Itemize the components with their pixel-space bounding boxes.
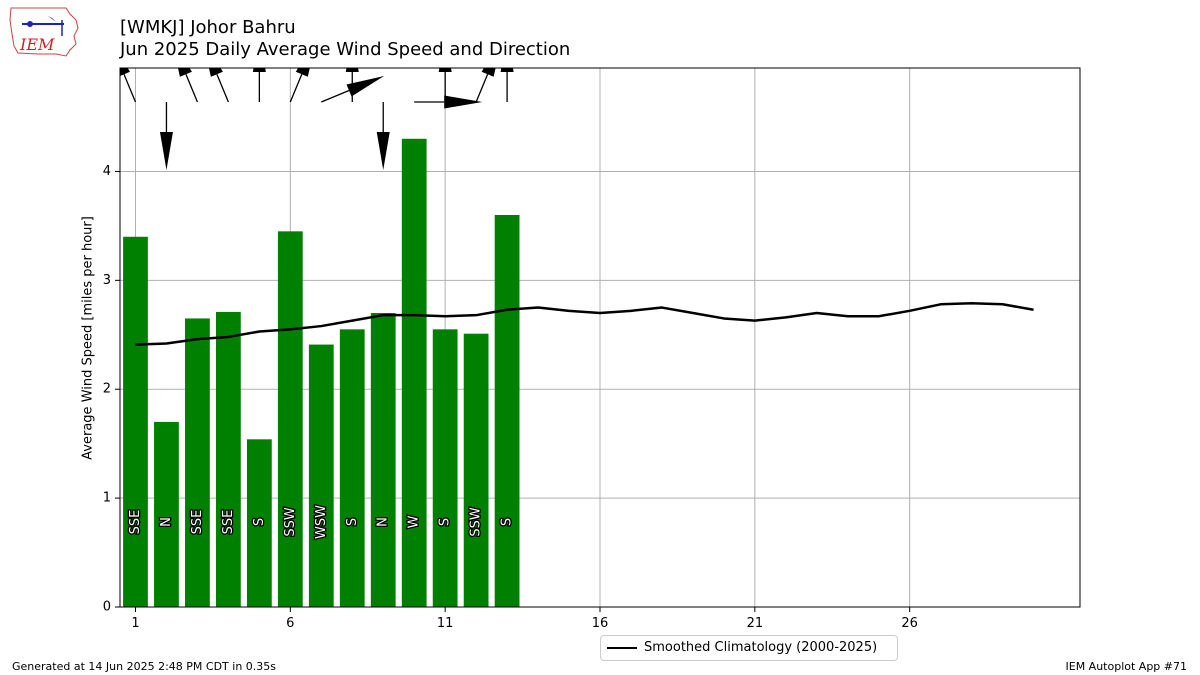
- legend-line-swatch: [607, 647, 637, 649]
- wind-arrow-shaft: [185, 74, 199, 103]
- wind-speed-bar: [277, 231, 303, 608]
- wind-arrow-head: [500, 68, 514, 72]
- wind-arrow: [208, 68, 229, 103]
- wind-arrow-head: [444, 95, 483, 109]
- wind-speed-bar: [185, 318, 210, 607]
- direction-label: SSW: [469, 507, 484, 537]
- x-tick-label: 6: [286, 616, 294, 631]
- wind-arrow-head: [177, 68, 192, 77]
- wind-speed-bar: [494, 215, 520, 607]
- climatology-line: [135, 301, 1034, 346]
- x-tick-label: 1: [131, 616, 139, 631]
- direction-label: S: [438, 518, 453, 526]
- x-tick-label: 26: [901, 616, 918, 631]
- wind-arrow-shaft: [475, 74, 489, 103]
- direction-label: N: [376, 517, 391, 527]
- wind-speed-bar: [463, 333, 489, 607]
- wind-arrow: [120, 68, 137, 103]
- wind-arrow: [345, 68, 359, 102]
- wind-arrow: [438, 68, 452, 102]
- y-tick-label: 2: [103, 382, 111, 397]
- legend: Smoothed Climatology (2000-2025): [600, 635, 898, 661]
- wind-speed-bar: [154, 421, 179, 607]
- climatology-series: [135, 301, 1034, 346]
- direction-label: SSE: [221, 510, 236, 535]
- wind-arrow-head: [481, 68, 496, 77]
- wind-arrow: [177, 68, 199, 103]
- wind-arrows: [120, 68, 514, 170]
- direction-label: S: [345, 518, 360, 526]
- wind-arrow-shaft: [289, 74, 303, 103]
- y-tick-label: 4: [103, 164, 111, 179]
- wind-speed-bar: [308, 344, 334, 607]
- wind-speed-bar: [123, 236, 148, 607]
- footer-generated-text: Generated at 14 Jun 2025 2:48 PM CDT in …: [12, 660, 277, 673]
- direction-label: S: [252, 518, 267, 526]
- wind-arrow-head: [376, 132, 390, 170]
- direction-label: N: [159, 517, 174, 527]
- wind-speed-bar: [370, 313, 396, 607]
- wind-speed-bar: [432, 329, 458, 607]
- wind-speed-bar: [339, 329, 365, 607]
- iem-logo-icon: IEM: [8, 6, 80, 60]
- y-axis-label: Average Wind Speed [miles per hour]: [80, 216, 96, 460]
- x-tick-label: 21: [747, 616, 764, 631]
- wind-arrow: [289, 68, 310, 103]
- wind-arrow: [414, 95, 483, 109]
- wind-arrow-shaft: [123, 74, 137, 103]
- footer-app-id: IEM Autoplot App #71: [1065, 660, 1188, 673]
- direction-label: WSW: [314, 505, 329, 539]
- wind-arrow-shaft: [321, 89, 350, 103]
- wind-arrow-head: [120, 68, 131, 76]
- wind-arrow: [159, 102, 173, 170]
- direction-labels: SSE N SSE SSE S SSW WSW S N W S SSW S: [127, 504, 516, 541]
- wind-arrow-head: [159, 132, 173, 170]
- logo-text: IEM: [19, 35, 55, 54]
- direction-label: S: [500, 518, 515, 526]
- y-tick-label: 0: [103, 600, 111, 615]
- x-tick-label: 11: [437, 616, 454, 631]
- wind-speed-bar: [216, 311, 241, 607]
- y-tick-label: 3: [103, 273, 111, 288]
- bar-series: [123, 138, 520, 608]
- wind-speed-bar: [246, 439, 272, 607]
- chart-title-station: [WMKJ] Johor Bahru: [120, 17, 296, 38]
- wind-arrow-head: [345, 68, 359, 72]
- direction-label: SSE: [190, 510, 205, 535]
- chart-title: Jun 2025 Daily Average Wind Speed and Di…: [120, 39, 571, 60]
- direction-label: SSE: [128, 510, 143, 535]
- legend-label: Smoothed Climatology (2000-2025): [644, 640, 878, 655]
- y-tick-label: 1: [103, 491, 111, 506]
- wind-arrow: [475, 68, 496, 103]
- wind-arrow-head: [208, 68, 223, 77]
- wind-arrow: [500, 68, 514, 102]
- wind-arrow: [252, 68, 266, 102]
- x-tick-label: 16: [592, 616, 609, 631]
- wind-speed-bar: [401, 138, 427, 607]
- wind-arrow-head: [346, 75, 385, 97]
- wind-arrow-shaft: [216, 74, 229, 103]
- wind-arrow: [321, 75, 385, 103]
- direction-label: W: [407, 515, 422, 528]
- wind-arrow-head: [295, 68, 310, 77]
- wind-arrow-head: [252, 68, 266, 72]
- wind-arrow: [376, 102, 390, 170]
- wind-arrow-head: [438, 68, 452, 72]
- direction-label: SSW: [283, 507, 298, 537]
